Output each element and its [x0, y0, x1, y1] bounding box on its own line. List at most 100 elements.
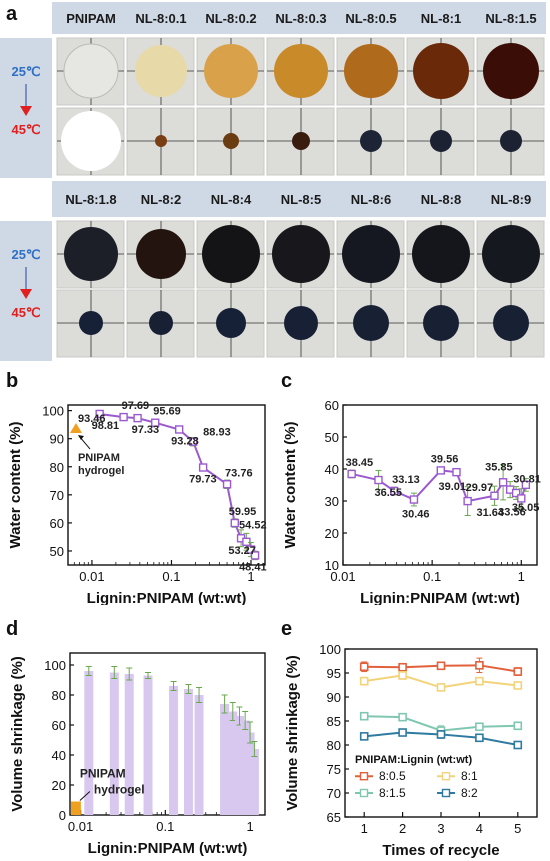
data-point [436, 683, 446, 692]
y-tick-label: 80 [50, 460, 64, 475]
temp-arrow-icon [20, 289, 32, 299]
y-tick-label: 50 [50, 544, 64, 559]
label-strip [52, 181, 546, 217]
data-point [436, 466, 445, 475]
hydrogel-disc [274, 44, 328, 98]
y-tick-label: 75 [327, 762, 341, 777]
y-tick-label: 60 [52, 718, 66, 733]
hydrogel-disc [272, 225, 330, 283]
x-tick-label: 1 [246, 819, 253, 834]
data-point [398, 728, 407, 737]
y-tick-label: 60 [325, 398, 339, 413]
sample-label: NL-8:1.8 [65, 192, 116, 207]
panel-letter-c: c [281, 370, 292, 392]
data-point [119, 412, 128, 422]
x-tick-label: 0.1 [423, 569, 441, 584]
bar [234, 716, 244, 815]
bar [240, 720, 250, 815]
hydrogel-disc [284, 306, 318, 340]
data-point [359, 711, 369, 721]
sample-label: NL-8:1 [421, 11, 461, 26]
y-tick-label: 40 [325, 462, 339, 477]
y-tick-label: 100 [319, 642, 341, 657]
y-axis-label: Water content (%) [282, 422, 299, 549]
y-axis-label: Volume shrinkage (%) [284, 655, 301, 811]
hydrogel-disc [61, 111, 121, 171]
data-point [517, 494, 526, 503]
hydrogel-disc [423, 305, 459, 341]
x-tick-label: 0.01 [330, 569, 355, 584]
hydrogel-disc [216, 308, 246, 338]
y-tick-label: 95 [327, 666, 341, 681]
data-label: 79.73 [189, 474, 217, 486]
y-tick-label: 0 [59, 808, 66, 823]
hydrogel-disc [500, 130, 522, 152]
sample-label: NL-8:9 [491, 192, 531, 207]
legend-label: 8:0.5 [379, 769, 406, 783]
data-point [359, 662, 369, 672]
chart-panel-e: e 65 70 75 80 85 90 95 100 1 2 3 4 5 Times of recycle… [281, 618, 538, 859]
sample-label: PNIPAM [66, 11, 116, 26]
data-point [398, 671, 407, 680]
x-tick-label: 4 [476, 821, 483, 836]
bar [220, 704, 230, 815]
data-label: 95.69 [153, 406, 181, 418]
data-point [230, 518, 239, 528]
data-point [475, 661, 484, 670]
hydrogel-disc [202, 225, 260, 283]
annotation-text: hydrogel [94, 783, 145, 797]
legend-swatch-marker [359, 788, 369, 798]
sample-label: NL-8:4 [211, 192, 252, 207]
data-label: 53.27 [228, 545, 256, 557]
data-label: 48.41 [239, 561, 267, 573]
data-label: 93.28 [171, 435, 199, 447]
data-label: 33.13 [392, 474, 420, 486]
data-point [463, 496, 472, 506]
y-tick-label: 70 [50, 488, 64, 503]
y-tick-label: 80 [327, 738, 341, 753]
data-point [242, 537, 251, 546]
bar [169, 686, 179, 815]
data-point [475, 676, 484, 686]
x-tick-label: 0.01 [68, 819, 93, 834]
data-point [513, 681, 523, 690]
sample-label: NL-8:2 [141, 192, 181, 207]
data-label: 88.93 [203, 427, 231, 439]
temp-45-label: 45℃ [11, 305, 40, 320]
y-tick-label: 30 [325, 494, 339, 509]
legend-title: PNIPAM:Lignin (wt:wt) [355, 754, 472, 766]
sample-label: NL-8:0.1 [135, 11, 186, 26]
x-tick-label: 1 [361, 821, 368, 836]
sample-label: NL-8:8 [421, 192, 461, 207]
panel-letter-a: a [6, 3, 18, 25]
hydrogel-disc [135, 45, 187, 97]
y-tick-label: 10 [325, 558, 339, 573]
y-tick-label: 60 [50, 516, 64, 531]
y-tick-label: 100 [42, 404, 64, 419]
sample-label: NL-8:1.5 [485, 11, 536, 26]
bar [249, 749, 259, 815]
hydrogel-disc [204, 44, 258, 98]
data-point [188, 437, 198, 446]
y-tick-label: 40 [52, 748, 66, 763]
data-point [222, 480, 232, 489]
y-tick-label: 85 [327, 714, 341, 729]
x-tick-label: 5 [514, 821, 521, 836]
data-point [513, 740, 523, 750]
data-point [374, 475, 383, 485]
data-label: 97.33 [132, 424, 160, 436]
data-point [511, 488, 521, 498]
y-tick-label: 65 [327, 810, 341, 825]
data-label: 54.52 [239, 519, 267, 531]
data-point [436, 661, 446, 671]
hydrogel-disc [64, 227, 118, 281]
hydrogel-disc [136, 229, 186, 279]
legend-swatch-marker [441, 771, 451, 781]
legend-label: 8:2 [461, 786, 478, 800]
data-point [513, 667, 523, 676]
hydrogel-disc [413, 43, 469, 99]
data-point [409, 495, 419, 504]
x-tick-label: 0.01 [79, 569, 104, 584]
hydrogel-disc [79, 311, 103, 335]
